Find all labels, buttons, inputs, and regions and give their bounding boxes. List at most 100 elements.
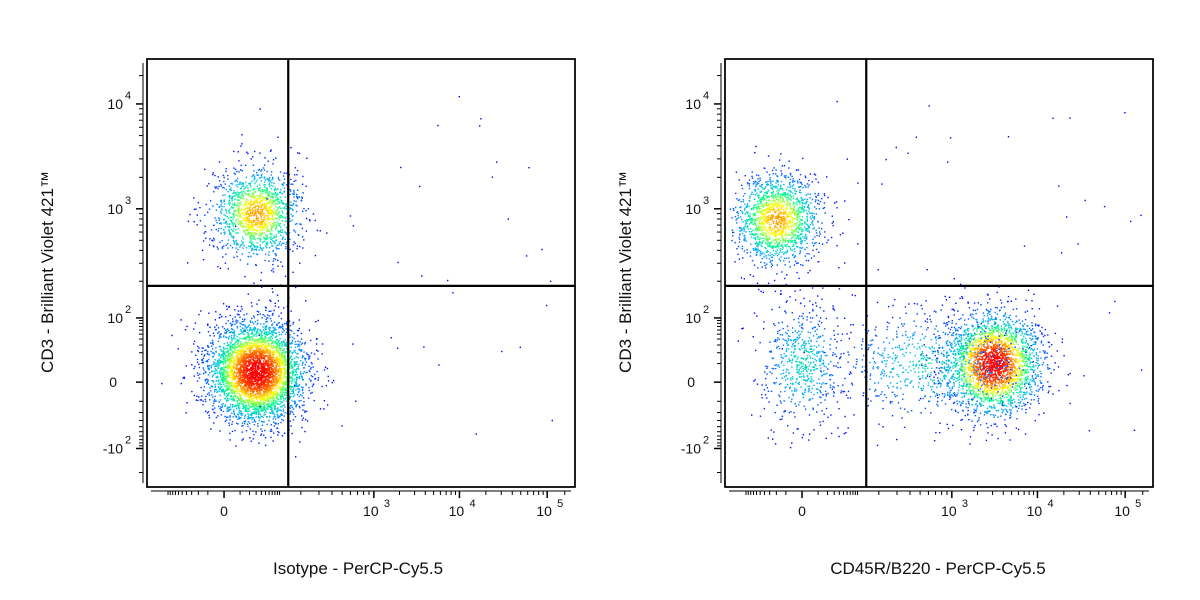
event-dot bbox=[274, 213, 276, 215]
event-dot bbox=[295, 389, 297, 391]
event-dot bbox=[264, 216, 266, 218]
event-dot bbox=[243, 358, 245, 360]
event-dot bbox=[231, 398, 233, 400]
event-dot bbox=[283, 404, 286, 406]
event-dot bbox=[274, 328, 276, 330]
event-dot bbox=[243, 364, 245, 367]
event-dot bbox=[278, 343, 281, 345]
event-dot bbox=[247, 192, 250, 195]
event-dot bbox=[289, 373, 291, 375]
event-dot bbox=[241, 360, 243, 362]
event-dot bbox=[243, 231, 245, 233]
event-dot bbox=[279, 401, 281, 403]
event-dot bbox=[278, 362, 280, 365]
event-dot bbox=[267, 350, 269, 352]
event-dot bbox=[227, 174, 229, 177]
event-dot bbox=[243, 209, 245, 212]
event-dot bbox=[277, 368, 279, 371]
event-dot bbox=[266, 423, 268, 426]
event-dot bbox=[270, 371, 272, 373]
event-dot bbox=[252, 359, 255, 361]
event-dot bbox=[299, 407, 301, 409]
event-dot bbox=[291, 382, 293, 384]
event-dot bbox=[305, 383, 307, 385]
event-dot bbox=[240, 368, 243, 371]
event-dot bbox=[266, 398, 268, 400]
event-dot bbox=[290, 377, 292, 379]
event-dot bbox=[266, 334, 268, 337]
event-dot bbox=[275, 358, 277, 360]
event-dot bbox=[298, 363, 300, 366]
event-dot bbox=[260, 386, 262, 388]
event-dot bbox=[245, 336, 248, 339]
event-dot bbox=[252, 402, 254, 404]
event-dot bbox=[248, 324, 250, 326]
event-dot bbox=[246, 404, 248, 407]
event-dot bbox=[204, 398, 206, 401]
event-dot bbox=[264, 385, 266, 387]
event-dot bbox=[230, 370, 232, 372]
event-dot bbox=[234, 386, 236, 388]
event-dot bbox=[275, 381, 277, 383]
event-dot bbox=[312, 383, 315, 385]
event-dot bbox=[271, 200, 273, 202]
event-dot bbox=[298, 388, 300, 390]
event-dot bbox=[221, 406, 223, 409]
event-dot bbox=[239, 187, 242, 190]
event-dot bbox=[220, 222, 222, 224]
event-dot bbox=[303, 239, 305, 241]
event-dot bbox=[253, 245, 255, 247]
event-dot bbox=[219, 241, 221, 244]
event-dot bbox=[245, 369, 248, 372]
event-dot bbox=[261, 331, 263, 334]
event-dot bbox=[205, 382, 208, 385]
event-dot bbox=[266, 190, 268, 193]
event-dot bbox=[234, 378, 236, 380]
event-dot bbox=[238, 417, 240, 419]
event-dot bbox=[249, 346, 251, 348]
event-dot bbox=[212, 356, 214, 358]
event-dot bbox=[240, 389, 243, 391]
event-dot bbox=[250, 233, 252, 235]
event-dot bbox=[289, 350, 292, 352]
event-dot bbox=[251, 231, 253, 234]
event-dot bbox=[222, 391, 224, 393]
event-dot bbox=[239, 346, 242, 349]
event-dot bbox=[261, 341, 264, 343]
event-dot bbox=[208, 394, 211, 396]
event-dot bbox=[236, 343, 239, 345]
event-dot bbox=[275, 391, 278, 393]
event-dot bbox=[234, 370, 236, 373]
event-dot bbox=[230, 335, 233, 337]
event-dot bbox=[219, 407, 221, 410]
event-dot bbox=[279, 362, 281, 365]
event-dot bbox=[237, 385, 239, 387]
event-dot bbox=[249, 343, 251, 345]
event-dot bbox=[231, 323, 234, 326]
event-dot bbox=[293, 189, 295, 192]
event-dot bbox=[285, 232, 287, 234]
event-dot bbox=[245, 346, 247, 348]
event-dot bbox=[236, 373, 238, 375]
event-dot bbox=[273, 372, 275, 374]
event-dot bbox=[266, 209, 269, 211]
event-dot bbox=[281, 389, 283, 392]
event-dot bbox=[276, 342, 279, 344]
event-dot bbox=[284, 343, 286, 346]
event-dot bbox=[286, 371, 288, 373]
event-dot bbox=[231, 345, 233, 347]
event-dot bbox=[263, 343, 266, 345]
event-dot bbox=[229, 398, 231, 400]
event-dot bbox=[237, 196, 239, 198]
event-dot bbox=[221, 386, 223, 388]
event-dot bbox=[248, 354, 251, 356]
event-dot bbox=[283, 323, 286, 325]
event-dot bbox=[291, 376, 293, 378]
event-dot bbox=[270, 363, 272, 365]
event-dot bbox=[251, 203, 254, 206]
event-dot bbox=[221, 405, 223, 407]
event-dot bbox=[238, 346, 240, 348]
event-dot bbox=[256, 385, 259, 387]
event-dot bbox=[196, 361, 199, 363]
event-dot bbox=[244, 420, 247, 422]
